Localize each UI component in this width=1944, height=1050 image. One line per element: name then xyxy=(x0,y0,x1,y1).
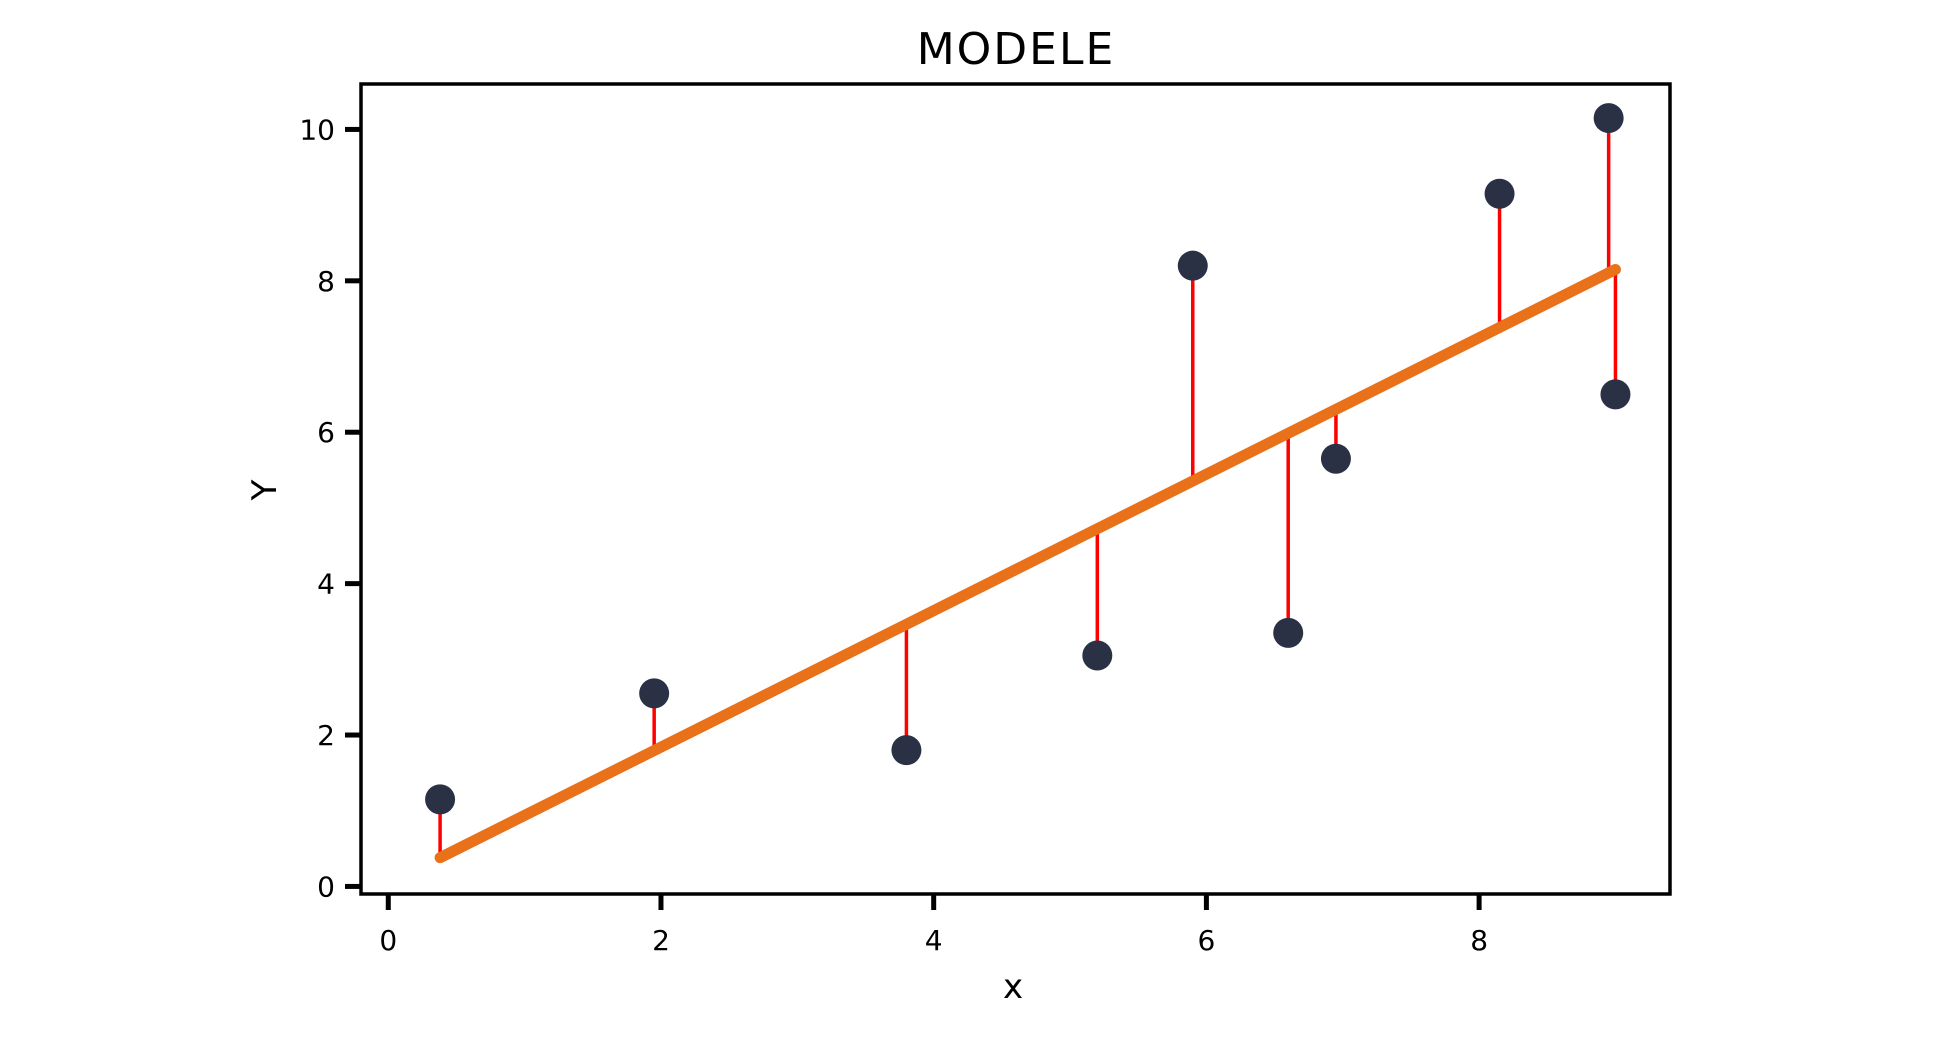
regression-line-group xyxy=(434,263,1621,864)
data-point xyxy=(1320,443,1351,474)
x-axis-ticks: 0 2 4 6 8 xyxy=(379,894,1488,957)
y-axis-label: Y xyxy=(245,479,285,501)
data-point xyxy=(425,784,456,815)
x-axis-label: x xyxy=(1003,967,1023,1007)
data-point xyxy=(1082,640,1113,671)
plot-frame xyxy=(359,82,1672,896)
regression-line xyxy=(434,263,1621,864)
y-tick-label: 4 xyxy=(317,568,335,601)
y-tick-label: 10 xyxy=(299,113,335,146)
data-points xyxy=(425,103,1631,815)
data-point xyxy=(1593,103,1624,134)
x-tick-label: 8 xyxy=(1470,924,1488,957)
x-tick-label: 4 xyxy=(925,924,943,957)
data-point xyxy=(891,735,922,766)
data-point xyxy=(1273,617,1304,648)
y-tick-label: 0 xyxy=(317,870,335,903)
chart-title: MODELE xyxy=(917,24,1116,75)
x-tick-label: 0 xyxy=(379,924,397,957)
y-axis-ticks: 0 2 4 6 8 10 xyxy=(299,113,361,903)
data-point xyxy=(1600,379,1631,410)
x-tick-label: 6 xyxy=(1197,924,1215,957)
y-tick-label: 2 xyxy=(317,719,335,752)
data-point xyxy=(1484,178,1515,209)
data-point xyxy=(1177,250,1208,281)
x-tick-label: 2 xyxy=(652,924,670,957)
y-tick-label: 6 xyxy=(317,416,335,449)
residual-lines xyxy=(438,118,1618,858)
y-tick-label: 8 xyxy=(317,265,335,298)
data-point xyxy=(639,678,670,709)
